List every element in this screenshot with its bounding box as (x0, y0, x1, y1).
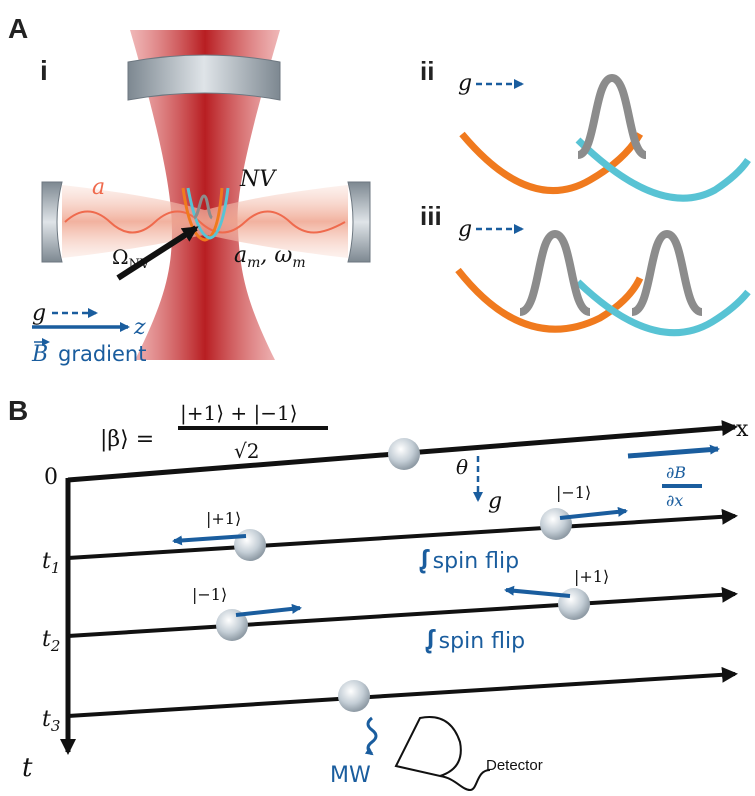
nv-potential-cyan (186, 187, 230, 240)
spin-arrow-t2-minus (235, 603, 302, 617)
potential-orange-ii (459, 131, 644, 195)
panel-b-label: B (8, 395, 28, 426)
spin-arrow-t1-minus (559, 506, 628, 520)
wavepacket-ii (576, 73, 648, 159)
b-gradient-label: gradient (58, 342, 146, 366)
mechanical-mode-label: am, ωm (234, 243, 306, 271)
spin-arrow-t2-plus (504, 585, 571, 598)
spin-flip-label-1: ᶘ spin flip (419, 545, 519, 575)
cavity-beam (62, 185, 348, 258)
ket-t1-plus: |+1⟩ (206, 509, 241, 528)
panel-a-label: A (8, 13, 28, 44)
microwave-squiggle (364, 716, 378, 756)
gradient-numerator: ∂B (666, 463, 686, 482)
wavepacket-iii-right (630, 229, 704, 316)
mw-label: MW (330, 763, 371, 788)
subpanel-ii-label: ii (420, 56, 434, 86)
subpanel-i-label: i (40, 55, 48, 86)
gravity-label-a: g (32, 301, 46, 326)
gravity-label-ii: g (458, 71, 472, 96)
nv-wavepacket (193, 194, 214, 220)
state-numerator: |+1⟩ + |−1⟩ (180, 401, 298, 426)
focusing-lens (127, 54, 281, 101)
potential-cyan-ii (575, 137, 751, 202)
spin-flip-label-2: ᶘ spin flip (425, 625, 525, 655)
state-denominator: √2 (234, 439, 259, 463)
detector-icon (394, 716, 491, 792)
drive-label: ΩNV (112, 245, 150, 272)
time-label-2: t2 (42, 627, 60, 655)
gradient-denominator: ∂x (666, 491, 683, 510)
ket-t2-plus: |+1⟩ (574, 567, 609, 586)
particle-t2-plus (558, 588, 590, 620)
spin-arrow-t1-plus (172, 534, 247, 546)
ket-t1-minus: |−1⟩ (556, 483, 591, 502)
nv-label: NV (239, 167, 277, 192)
gradient-arrow (627, 444, 720, 459)
x-line-t1 (67, 508, 738, 560)
time-label-1: t1 (42, 549, 60, 577)
x-line-t2 (67, 586, 738, 638)
gravity-label-b: g (488, 489, 502, 514)
wavepacket-iii-left (518, 229, 592, 316)
b-field-symbol: B (31, 342, 48, 367)
x-line-t3 (67, 666, 738, 718)
time-axis-label: t (22, 753, 33, 783)
detector-label: Detector (486, 757, 543, 774)
particle-t1-plus (234, 529, 266, 561)
particle-t1-minus (540, 508, 572, 540)
z-axis-label: z (133, 315, 146, 340)
x-axis-label: x (736, 417, 749, 442)
time-label-3: t3 (42, 707, 60, 735)
particle-t3 (338, 680, 370, 712)
cavity-mirror-left (41, 181, 63, 263)
particle-t0 (388, 438, 420, 470)
cavity-mode-label: a (92, 175, 105, 200)
cavity-mode-wave (64, 210, 346, 234)
cavity-mirror-right (347, 181, 371, 263)
ket-t2-minus: |−1⟩ (192, 585, 227, 604)
gravity-label-iii: g (458, 217, 472, 242)
potential-orange-iii (455, 267, 644, 333)
time-label-0: 0 (44, 465, 58, 490)
particle-t2-minus (216, 609, 248, 641)
theta-label: θ (456, 455, 468, 479)
nv-potential-orange (181, 187, 224, 242)
subpanel-iii-label: iii (420, 201, 442, 231)
state-lhs: |β⟩ = (100, 427, 154, 452)
drive-arrow (116, 225, 199, 281)
potential-cyan-iii (575, 279, 751, 337)
